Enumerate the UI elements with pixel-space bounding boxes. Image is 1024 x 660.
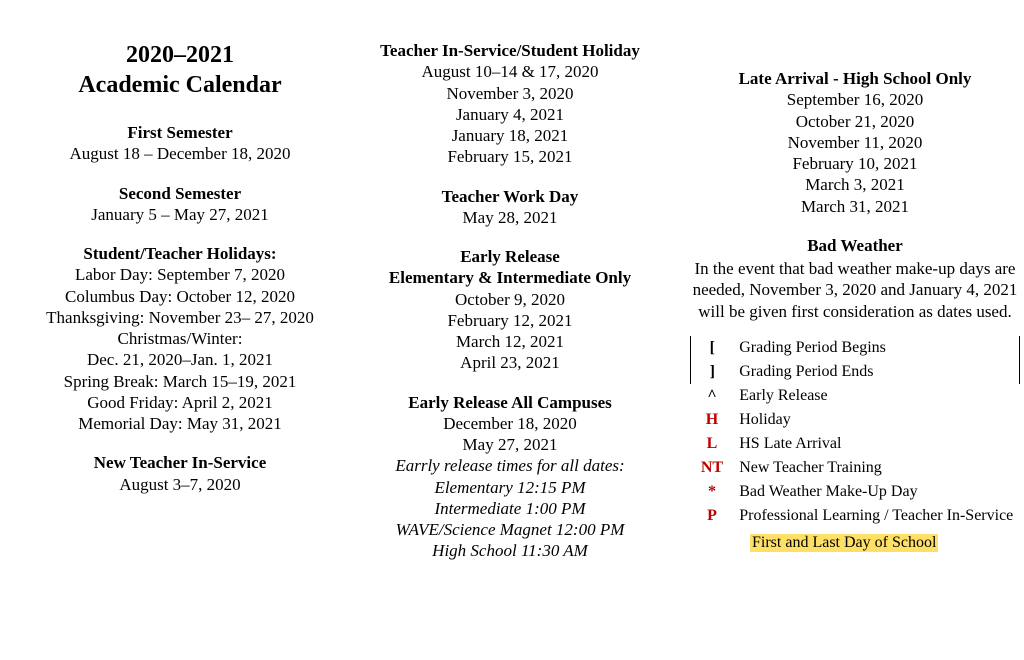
legend-label: New Teacher Training xyxy=(733,456,1019,480)
early-all-date: December 18, 2020 xyxy=(350,413,670,434)
legend-row: L HS Late Arrival xyxy=(691,432,1020,456)
title-line-2: Academic Calendar xyxy=(30,70,330,100)
legend-table: [ Grading Period Begins ] Grading Period… xyxy=(690,336,1020,528)
legend-label: Grading Period Begins xyxy=(733,336,1019,360)
legend-label: Early Release xyxy=(733,384,1019,408)
column-3: Late Arrival - High School Only Septembe… xyxy=(690,40,1020,562)
calendar-page: 2020–2021 Academic Calendar First Semest… xyxy=(0,0,1024,592)
second-semester-dates: January 5 – May 27, 2021 xyxy=(30,204,330,225)
bad-weather-head: Bad Weather xyxy=(690,235,1020,256)
late-arrival-date: March 3, 2021 xyxy=(690,174,1020,195)
legend-row: NT New Teacher Training xyxy=(691,456,1020,480)
title-line-1: 2020–2021 xyxy=(30,40,330,70)
early-time-line: Intermediate 1:00 PM xyxy=(350,498,670,519)
legend-row: * Bad Weather Make-Up Day xyxy=(691,480,1020,504)
legend-label: Grading Period Ends xyxy=(733,360,1019,384)
early-elem-head-2: Elementary & Intermediate Only xyxy=(350,267,670,288)
first-last-day-highlight: First and Last Day of School xyxy=(750,534,938,552)
column-1: 2020–2021 Academic Calendar First Semest… xyxy=(30,40,330,562)
late-arrival-date: November 11, 2020 xyxy=(690,132,1020,153)
legend-symbol: [ xyxy=(691,336,734,360)
legend-symbol: ] xyxy=(691,360,734,384)
column-2: Teacher In-Service/Student Holiday Augus… xyxy=(350,40,670,562)
legend-symbol: ^ xyxy=(691,384,734,408)
inservice-date: January 4, 2021 xyxy=(350,104,670,125)
early-elem-date: March 12, 2021 xyxy=(350,331,670,352)
holiday-item: Spring Break: March 15–19, 2021 xyxy=(30,371,330,392)
bad-weather-text: In the event that bad weather make-up da… xyxy=(690,258,1020,322)
legend-row: ] Grading Period Ends xyxy=(691,360,1020,384)
holiday-item: Christmas/Winter: xyxy=(30,328,330,349)
early-elem-date: October 9, 2020 xyxy=(350,289,670,310)
legend-row: H Holiday xyxy=(691,408,1020,432)
legend-row: ^ Early Release xyxy=(691,384,1020,408)
early-time-line: Elementary 12:15 PM xyxy=(350,477,670,498)
legend-symbol: L xyxy=(691,432,734,456)
early-time-line: High School 11:30 AM xyxy=(350,540,670,561)
first-semester-dates: August 18 – December 18, 2020 xyxy=(30,143,330,164)
late-arrival-date: March 31, 2021 xyxy=(690,196,1020,217)
workday-head: Teacher Work Day xyxy=(350,186,670,207)
inservice-date: November 3, 2020 xyxy=(350,83,670,104)
legend-label: Holiday xyxy=(733,408,1019,432)
late-arrival-date: February 10, 2021 xyxy=(690,153,1020,174)
holiday-item: Thanksgiving: November 23– 27, 2020 xyxy=(30,307,330,328)
early-elem-head-1: Early Release xyxy=(350,246,670,267)
early-all-date: May 27, 2021 xyxy=(350,434,670,455)
main-title: 2020–2021 Academic Calendar xyxy=(30,40,330,100)
early-time-line: Earrly release times for all dates: xyxy=(350,455,670,476)
legend-symbol: NT xyxy=(691,456,734,480)
legend-symbol: P xyxy=(691,504,734,528)
inservice-date: February 15, 2021 xyxy=(350,146,670,167)
legend-row: [ Grading Period Begins xyxy=(691,336,1020,360)
late-arrival-head: Late Arrival - High School Only xyxy=(690,68,1020,89)
holiday-item: Labor Day: September 7, 2020 xyxy=(30,264,330,285)
legend-symbol: H xyxy=(691,408,734,432)
legend-label: Bad Weather Make-Up Day xyxy=(733,480,1019,504)
legend-symbol: * xyxy=(691,480,734,504)
holidays-head: Student/Teacher Holidays: xyxy=(30,243,330,264)
holiday-item: Good Friday: April 2, 2021 xyxy=(30,392,330,413)
new-teacher-head: New Teacher In-Service xyxy=(30,452,330,473)
first-semester-head: First Semester xyxy=(30,122,330,143)
inservice-date: August 10–14 & 17, 2020 xyxy=(350,61,670,82)
early-elem-date: April 23, 2021 xyxy=(350,352,670,373)
legend-label: Professional Learning / Teacher In-Servi… xyxy=(733,504,1019,528)
inservice-head: Teacher In-Service/Student Holiday xyxy=(350,40,670,61)
legend-label: HS Late Arrival xyxy=(733,432,1019,456)
early-elem-date: February 12, 2021 xyxy=(350,310,670,331)
new-teacher-dates: August 3–7, 2020 xyxy=(30,474,330,495)
holiday-item: Dec. 21, 2020–Jan. 1, 2021 xyxy=(30,349,330,370)
holiday-item: Columbus Day: October 12, 2020 xyxy=(30,286,330,307)
early-time-line: WAVE/Science Magnet 12:00 PM xyxy=(350,519,670,540)
workday-date: May 28, 2021 xyxy=(350,207,670,228)
late-arrival-date: September 16, 2020 xyxy=(690,89,1020,110)
early-all-head: Early Release All Campuses xyxy=(350,392,670,413)
legend-row: P Professional Learning / Teacher In-Ser… xyxy=(691,504,1020,528)
late-arrival-date: October 21, 2020 xyxy=(690,111,1020,132)
second-semester-head: Second Semester xyxy=(30,183,330,204)
inservice-date: January 18, 2021 xyxy=(350,125,670,146)
holiday-item: Memorial Day: May 31, 2021 xyxy=(30,413,330,434)
